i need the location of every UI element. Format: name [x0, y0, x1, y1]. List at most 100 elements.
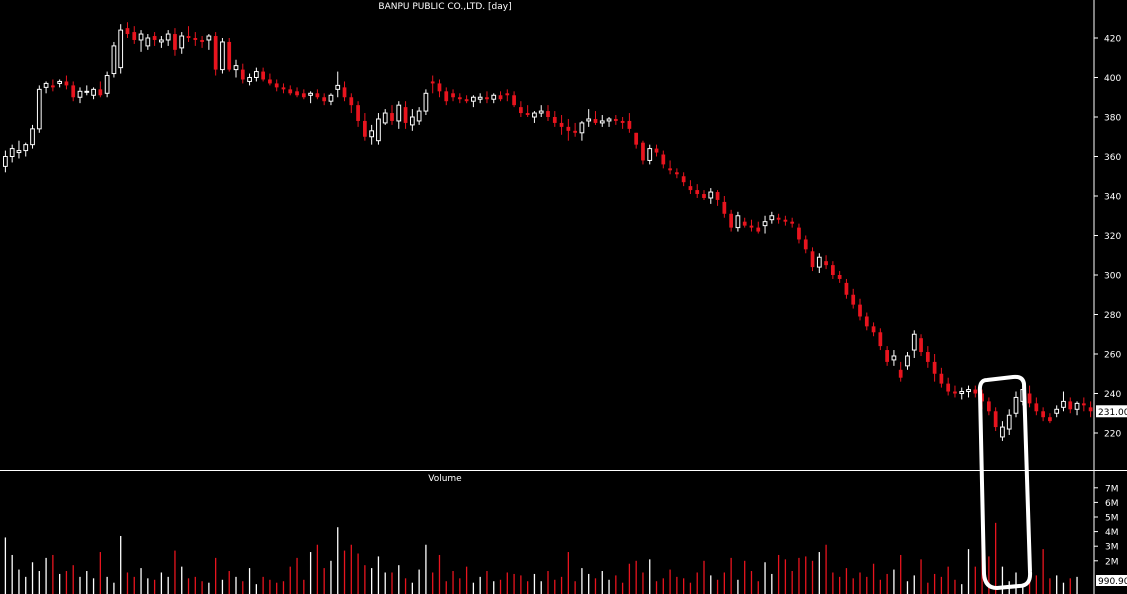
candle-body — [722, 201, 727, 214]
candle-body — [816, 256, 822, 268]
candle-body — [634, 132, 639, 145]
candle-body — [111, 45, 117, 75]
candle-body — [593, 118, 598, 123]
candle-body — [939, 373, 944, 384]
candle-body — [919, 338, 923, 353]
candle-body — [613, 118, 618, 121]
candle-body — [268, 79, 272, 84]
candle-body — [335, 84, 341, 90]
last-price-label-box — [1096, 405, 1127, 418]
volume-y-tick-label: 6M — [1105, 499, 1119, 509]
price-y-tick-label: 260 — [1104, 351, 1121, 361]
candle-body — [403, 107, 408, 123]
candle-body — [552, 117, 557, 123]
candle-body — [322, 97, 327, 102]
candle-body — [579, 122, 585, 134]
candle-body — [878, 332, 883, 347]
last-price-label: 231.00 — [1098, 408, 1127, 418]
candle-body — [247, 77, 252, 82]
candle-body — [16, 150, 22, 154]
candle-body — [546, 111, 550, 117]
candle-body — [1006, 414, 1012, 430]
candle-body — [729, 213, 733, 228]
candle-body — [776, 217, 781, 220]
candle-body — [864, 316, 869, 327]
candle-body — [281, 87, 286, 90]
candle-body — [898, 369, 903, 378]
candle-body — [627, 120, 632, 129]
candle-body — [233, 65, 239, 71]
candle-body — [654, 148, 659, 153]
candle-body — [43, 82, 49, 88]
price-y-tick-label: 300 — [1104, 272, 1121, 282]
candle-body — [382, 112, 388, 124]
candle-body — [688, 186, 693, 191]
candle-body — [790, 221, 795, 224]
price-y-tick-label: 420 — [1104, 35, 1121, 45]
candle-body — [891, 355, 897, 361]
candle-body — [145, 37, 151, 47]
candle-body — [308, 92, 313, 96]
candle-body — [973, 389, 978, 394]
candle-body — [911, 333, 917, 351]
candle-body — [491, 94, 497, 100]
candle-body — [457, 97, 462, 100]
candle-body — [987, 401, 991, 412]
candle-body — [409, 116, 415, 126]
candle-body — [586, 118, 592, 122]
candle-body — [1061, 400, 1066, 408]
price-chart-title: BANPU PUBLIC CO.,LTD. [day] — [378, 2, 511, 12]
candle-body — [668, 168, 672, 171]
candle-body — [430, 81, 435, 84]
candle-body — [356, 105, 360, 121]
candle-body — [165, 33, 171, 41]
price-y-tick-label: 380 — [1104, 114, 1121, 124]
candle-body — [3, 156, 8, 167]
candle-body — [783, 219, 788, 222]
candle-body — [1034, 403, 1039, 412]
volume-y-tick-label: 3M — [1105, 543, 1119, 553]
candle-body — [837, 275, 842, 279]
candle-body — [715, 192, 720, 200]
candle-body — [681, 176, 686, 183]
price-y-tick-label: 240 — [1104, 390, 1121, 400]
candle-body — [708, 191, 714, 199]
candle-body — [315, 93, 320, 98]
candle-body — [1013, 396, 1019, 414]
candle-body — [756, 227, 761, 232]
candle-body — [1041, 411, 1045, 418]
candle-body — [84, 90, 90, 93]
volume-pane: 2M 3M 4M 5M 6M 7M 990.90 — [4, 484, 1127, 594]
price-y-tick-label: 340 — [1104, 193, 1121, 203]
candle-body — [519, 107, 523, 114]
candle-body — [844, 282, 849, 295]
candle-body — [9, 148, 15, 158]
candle-body — [193, 38, 198, 40]
price-y-tick-label: 400 — [1104, 74, 1121, 84]
candle-body — [525, 113, 530, 116]
candle-body — [505, 93, 510, 96]
volume-pane-title: Volume — [428, 474, 462, 484]
candle-body — [369, 130, 375, 138]
candle-body — [416, 110, 422, 122]
candle-body — [30, 128, 35, 146]
candle-body — [661, 154, 666, 165]
candle-body — [206, 35, 212, 41]
candle-body — [1088, 407, 1093, 412]
volume-y-tick-label: 4M — [1105, 528, 1119, 538]
annotation-highlight-box — [977, 374, 1033, 591]
candle-body — [376, 118, 381, 142]
candle-body — [599, 120, 605, 124]
candle-body — [71, 85, 76, 98]
candle-body — [702, 194, 706, 198]
last-volume-label: 990.90 — [1098, 577, 1127, 587]
candle-body — [152, 36, 157, 40]
candle-body — [735, 215, 741, 229]
candle-body — [810, 251, 815, 268]
candle-body — [437, 83, 442, 92]
candle-body — [675, 172, 679, 175]
candle-body — [118, 29, 124, 69]
